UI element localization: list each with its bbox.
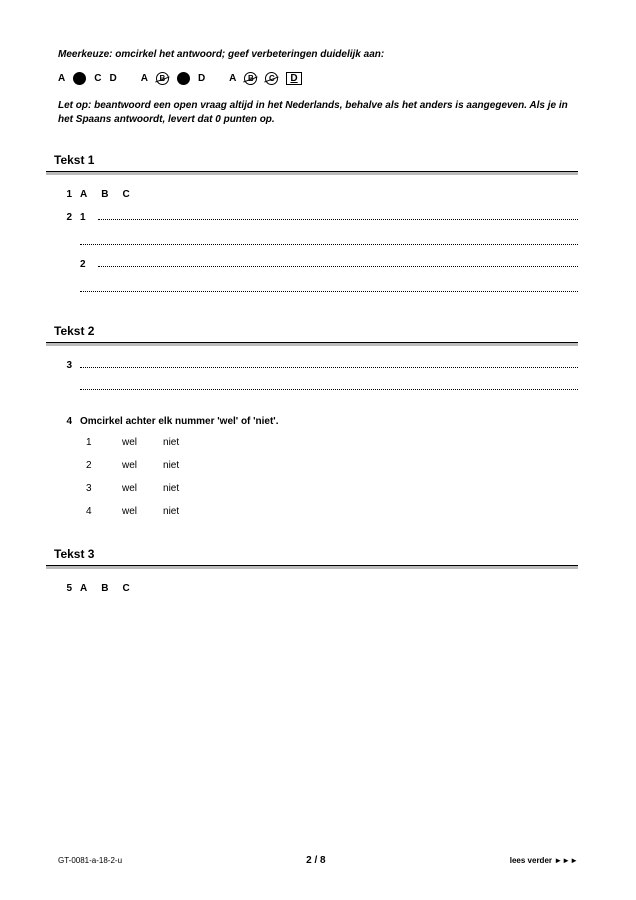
section-title: Tekst 1 (54, 153, 578, 167)
opt-b-struck: B (156, 72, 169, 85)
footer-right: lees verder ►►► (510, 856, 578, 865)
row-index: 1 (86, 437, 96, 448)
option-niet[interactable]: niet (163, 506, 179, 517)
example-group-3: A B C D (229, 72, 301, 85)
option-wel[interactable]: wel (122, 506, 137, 517)
question-3: 3 (58, 360, 578, 404)
question-5: 5 A B C (58, 583, 578, 594)
option-niet[interactable]: niet (163, 483, 179, 494)
wel-niet-row[interactable]: 1 wel niet (86, 437, 578, 448)
option-wel[interactable]: wel (122, 437, 137, 448)
opt-a: A (141, 73, 148, 84)
wel-niet-row[interactable]: 4 wel niet (86, 506, 578, 517)
option-wel[interactable]: wel (122, 483, 137, 494)
footer-page-number: 2 / 8 (306, 855, 325, 866)
opt-c-circled: C (177, 72, 190, 85)
wel-niet-row[interactable]: 3 wel niet (86, 483, 578, 494)
mc-examples: A B C D A B C D A B C D (58, 72, 578, 85)
opt-d: D (286, 72, 301, 85)
instruction-secondary: Let op: beantwoord een open vraag altijd… (58, 99, 578, 127)
section-rule (46, 171, 578, 175)
opt-b[interactable]: B (101, 583, 108, 594)
question-number: 4 (58, 416, 80, 529)
section-title: Tekst 3 (54, 547, 578, 561)
example-group-1: A B C D (58, 72, 117, 85)
section-tekst-2: Tekst 2 3 4 Omcirkel achter elk nummer '… (58, 324, 578, 529)
opt-c[interactable]: C (122, 583, 129, 594)
opt-a[interactable]: A (80, 583, 87, 594)
question-number: 2 (58, 212, 80, 306)
question-number: 3 (58, 360, 80, 404)
row-index: 2 (86, 460, 96, 471)
subnumber: 1 (80, 212, 94, 223)
example-group-2: A B C D (141, 72, 205, 85)
question-1: 1 A B C (58, 189, 578, 200)
opt-d: D (109, 73, 116, 84)
opt-a: A (229, 73, 236, 84)
question-2: 2 1 2 (58, 212, 578, 306)
answer-line[interactable] (80, 382, 578, 390)
wel-niet-row[interactable]: 2 wel niet (86, 460, 578, 471)
answer-line[interactable] (80, 360, 578, 368)
option-niet[interactable]: niet (163, 460, 179, 471)
answer-line[interactable] (80, 237, 578, 245)
question-number: 1 (58, 189, 80, 200)
section-tekst-1: Tekst 1 1 A B C 2 1 2 (58, 153, 578, 306)
opt-a: A (58, 73, 65, 84)
mc-options[interactable]: A B C (80, 583, 578, 594)
opt-b[interactable]: B (101, 189, 108, 200)
footer-left: GT-0081-a-18-2-u (58, 856, 122, 865)
opt-b-circled: B (73, 72, 86, 85)
row-index: 3 (86, 483, 96, 494)
option-niet[interactable]: niet (163, 437, 179, 448)
subnumber: 2 (80, 259, 94, 270)
option-wel[interactable]: wel (122, 460, 137, 471)
answer-line-1[interactable]: 1 (80, 212, 578, 223)
section-tekst-3: Tekst 3 5 A B C (58, 547, 578, 594)
page-footer: GT-0081-a-18-2-u 2 / 8 lees verder ►►► (58, 855, 578, 866)
opt-c-struck: C (265, 72, 278, 85)
section-rule (46, 342, 578, 346)
question-prompt: Omcirkel achter elk nummer 'wel' of 'nie… (80, 416, 578, 427)
mc-options[interactable]: A B C (80, 189, 578, 200)
question-number: 5 (58, 583, 80, 594)
section-rule (46, 565, 578, 569)
opt-b-struck: B (244, 72, 257, 85)
wel-niet-table: 1 wel niet 2 wel niet 3 wel niet 4 wel (86, 437, 578, 517)
answer-line[interactable] (80, 284, 578, 292)
opt-c: C (94, 73, 101, 84)
instruction-primary: Meerkeuze: omcirkel het antwoord; geef v… (58, 48, 578, 62)
question-4: 4 Omcirkel achter elk nummer 'wel' of 'n… (58, 416, 578, 529)
opt-c[interactable]: C (122, 189, 129, 200)
section-title: Tekst 2 (54, 324, 578, 338)
answer-line-2[interactable]: 2 (80, 259, 578, 270)
opt-a[interactable]: A (80, 189, 87, 200)
row-index: 4 (86, 506, 96, 517)
opt-d: D (198, 73, 205, 84)
